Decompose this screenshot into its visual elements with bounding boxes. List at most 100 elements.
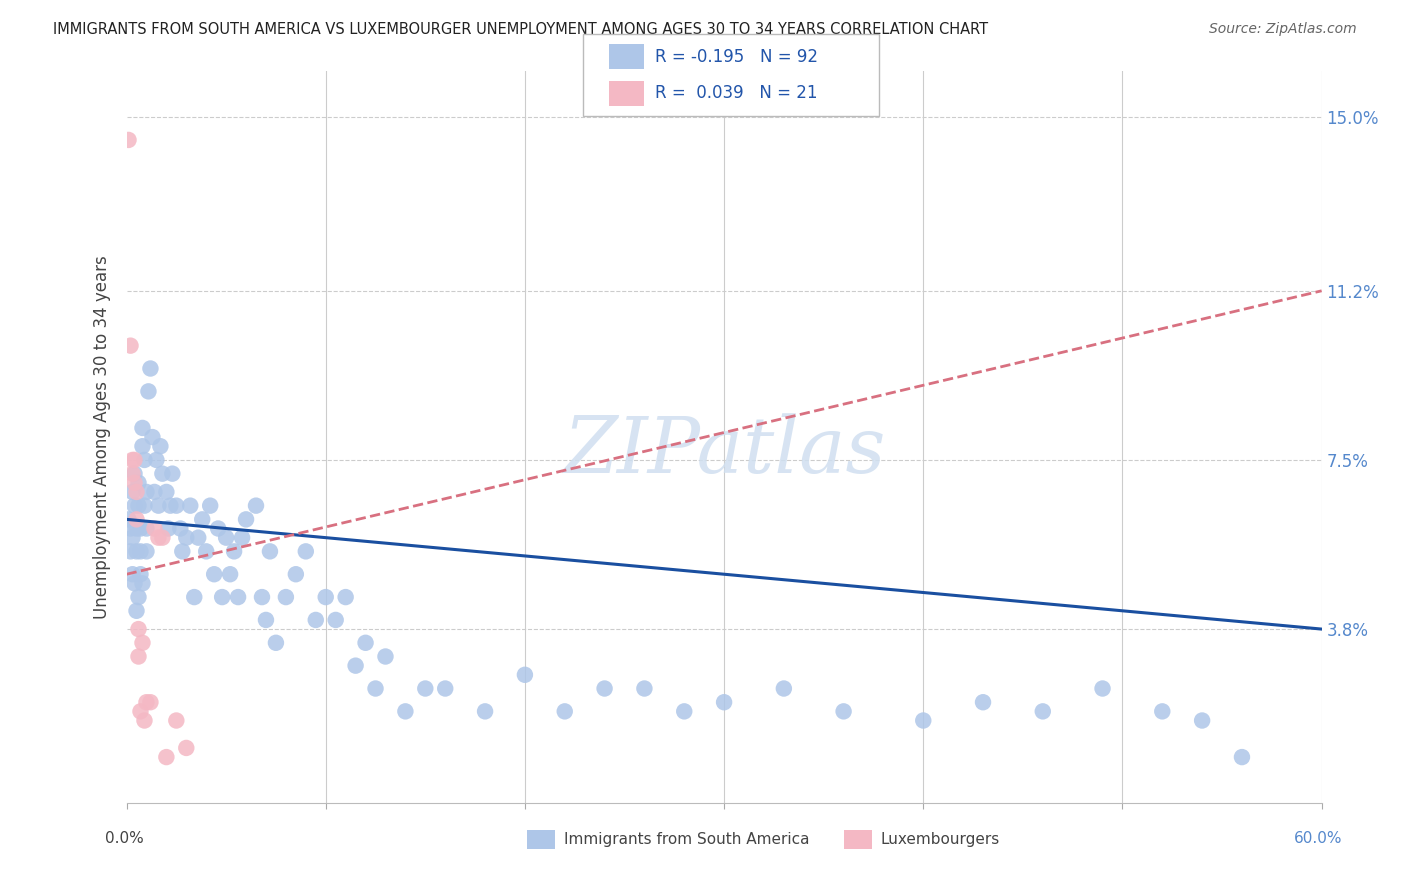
Point: [245, 499, 267, 513]
Point: [121, 485, 143, 500]
Point: [344, 658, 367, 673]
Point: [259, 544, 281, 558]
Point: [264, 636, 287, 650]
Point: [474, 705, 496, 719]
Point: [120, 338, 142, 352]
Point: [124, 499, 146, 513]
Point: [174, 740, 197, 755]
Point: [131, 421, 153, 435]
Point: [335, 590, 357, 604]
Point: [191, 512, 214, 526]
Point: [139, 695, 162, 709]
Point: [354, 636, 377, 650]
Point: [305, 613, 328, 627]
Point: [143, 521, 166, 535]
Point: [1230, 750, 1253, 764]
Text: Luxembourgers: Luxembourgers: [880, 832, 1000, 847]
Text: IMMIGRANTS FROM SOUTH AMERICA VS LUXEMBOURGER UNEMPLOYMENT AMONG AGES 30 TO 34 Y: IMMIGRANTS FROM SOUTH AMERICA VS LUXEMBO…: [53, 22, 988, 37]
Point: [127, 475, 149, 490]
Point: [673, 705, 696, 719]
Point: [165, 499, 187, 513]
Point: [294, 544, 316, 558]
Point: [250, 590, 273, 604]
Point: [129, 705, 152, 719]
Point: [284, 567, 307, 582]
Point: [120, 544, 142, 558]
Point: [127, 590, 149, 604]
Point: [125, 604, 148, 618]
Point: [207, 521, 229, 535]
Point: [117, 512, 139, 526]
Text: R = -0.195   N = 92: R = -0.195 N = 92: [655, 47, 818, 66]
Point: [143, 485, 166, 500]
Text: R =  0.039   N = 21: R = 0.039 N = 21: [655, 84, 818, 103]
Point: [593, 681, 616, 696]
Point: [554, 705, 576, 719]
Point: [513, 667, 536, 681]
Point: [374, 649, 396, 664]
Point: [1032, 705, 1054, 719]
Point: [125, 485, 148, 500]
Point: [274, 590, 297, 604]
Point: [972, 695, 994, 709]
Point: [912, 714, 935, 728]
Point: [131, 636, 153, 650]
Point: [127, 649, 149, 664]
Point: [713, 695, 735, 709]
Point: [832, 705, 855, 719]
Point: [131, 576, 153, 591]
Point: [364, 681, 387, 696]
Point: [159, 499, 181, 513]
Point: [134, 453, 156, 467]
Point: [174, 531, 197, 545]
Point: [134, 714, 156, 728]
Point: [162, 467, 184, 481]
Point: [127, 622, 149, 636]
Point: [129, 567, 152, 582]
Point: [219, 567, 242, 582]
Point: [124, 453, 146, 467]
Point: [150, 467, 174, 481]
Point: [124, 467, 146, 481]
Text: Source: ZipAtlas.com: Source: ZipAtlas.com: [1209, 22, 1357, 37]
Point: [222, 544, 246, 558]
Point: [1152, 705, 1174, 719]
Point: [127, 499, 149, 513]
Point: [235, 512, 257, 526]
Point: [150, 531, 174, 545]
Point: [215, 531, 238, 545]
Point: [195, 544, 218, 558]
Point: [138, 384, 160, 399]
Point: [124, 576, 146, 591]
Point: [121, 531, 143, 545]
Point: [134, 499, 156, 513]
Point: [1191, 714, 1213, 728]
Point: [202, 567, 225, 582]
Point: [135, 521, 157, 535]
Text: 0.0%: 0.0%: [105, 831, 145, 847]
Point: [135, 544, 157, 558]
Point: [148, 531, 170, 545]
Point: [633, 681, 655, 696]
Point: [1091, 681, 1114, 696]
Point: [121, 467, 143, 481]
Point: [187, 531, 209, 545]
Point: [139, 361, 162, 376]
Y-axis label: Unemployment Among Ages 30 to 34 years: Unemployment Among Ages 30 to 34 years: [93, 255, 111, 619]
Point: [394, 705, 416, 719]
Point: [254, 613, 277, 627]
Point: [211, 590, 233, 604]
Point: [315, 590, 337, 604]
Point: [434, 681, 457, 696]
Point: [129, 521, 152, 535]
Point: [157, 521, 180, 535]
Point: [135, 695, 157, 709]
Point: [325, 613, 347, 627]
Point: [121, 567, 143, 582]
Point: [172, 544, 194, 558]
Text: Immigrants from South America: Immigrants from South America: [564, 832, 810, 847]
Point: [149, 439, 172, 453]
Point: [155, 750, 177, 764]
Point: [169, 521, 191, 535]
Point: [120, 521, 142, 535]
